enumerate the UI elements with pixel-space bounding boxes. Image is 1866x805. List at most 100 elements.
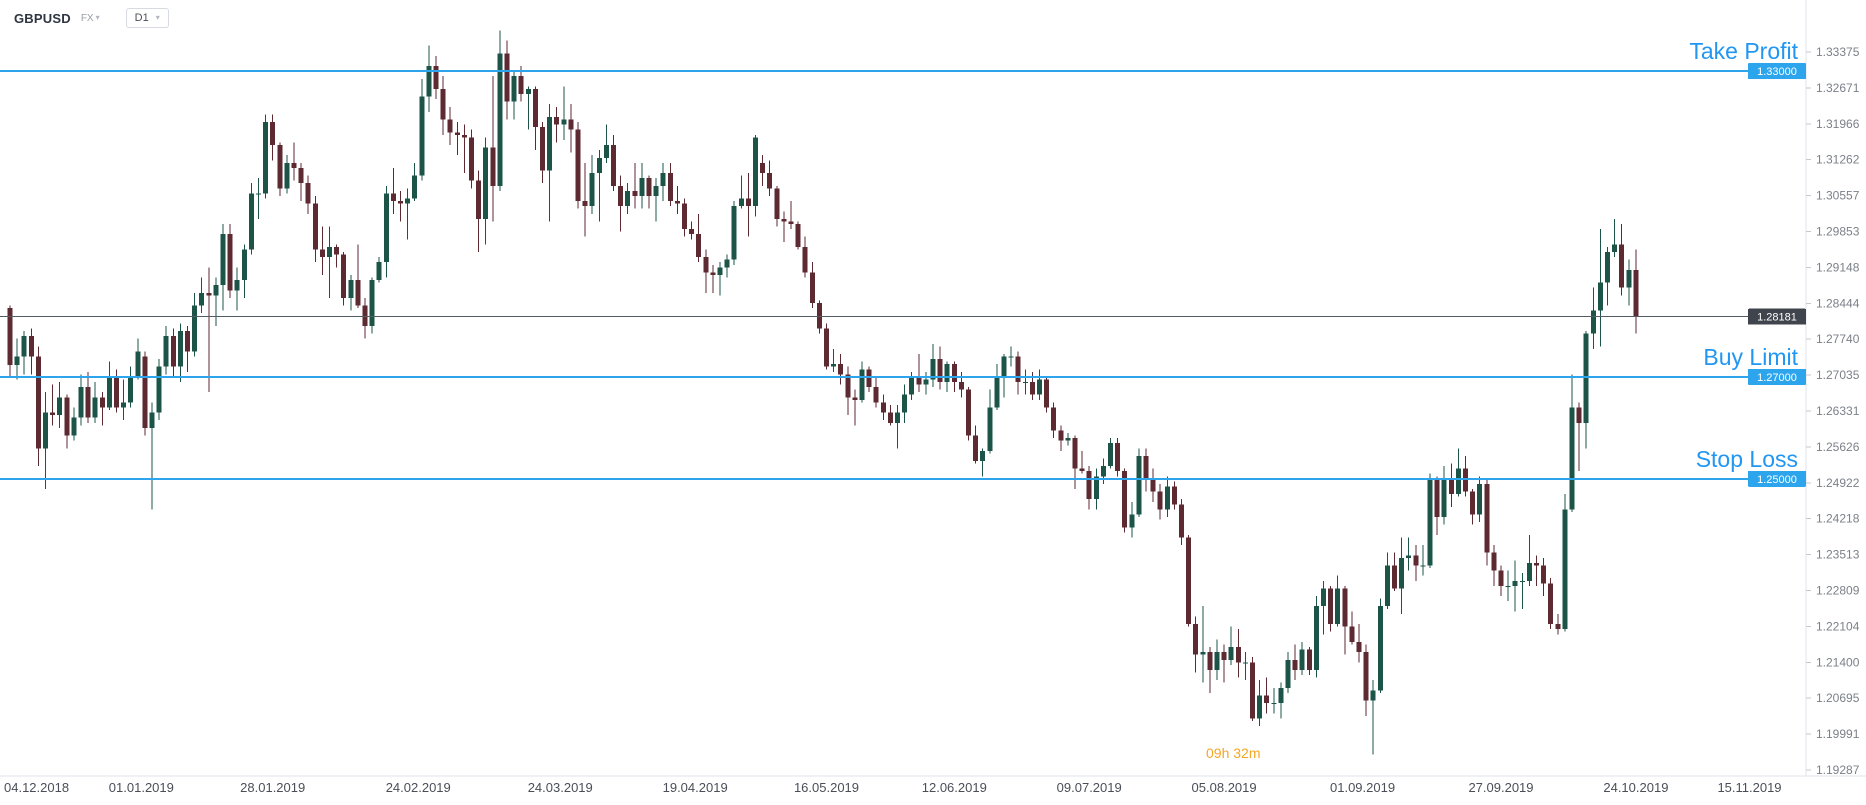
candle-up	[1406, 555, 1412, 558]
candle-down	[1413, 555, 1419, 566]
candle-up	[1335, 588, 1341, 625]
level-label-stop-loss[interactable]: Stop Loss	[1696, 446, 1798, 472]
candle-down	[355, 280, 361, 306]
candle-down	[518, 76, 524, 95]
candle-down	[696, 234, 702, 258]
candle-up	[78, 387, 84, 418]
candle-up	[660, 173, 666, 186]
candle-up	[753, 137, 758, 207]
candle-up	[128, 376, 134, 403]
candle-down	[1619, 244, 1625, 288]
price-axis-label: 1.21400	[1816, 655, 1860, 669]
candle-down	[958, 382, 964, 390]
candle-down	[1306, 649, 1312, 670]
candle-down	[866, 369, 872, 388]
candle-up	[1399, 557, 1405, 589]
candle-up	[135, 351, 141, 377]
candle-down	[802, 246, 808, 273]
time-axis-label: 16.05.2019	[794, 780, 859, 795]
candle-down	[674, 201, 680, 204]
candle-up	[1285, 659, 1291, 688]
time-axis-label: 24.02.2019	[386, 780, 451, 795]
time-axis-label: 15.11.2019	[1717, 780, 1781, 795]
candle-up	[383, 193, 389, 263]
price-axis-label: 1.19991	[1816, 727, 1860, 741]
candle-down	[469, 137, 474, 181]
candle-up	[1512, 580, 1518, 586]
candle-up	[121, 402, 127, 408]
candle-up	[1100, 466, 1106, 477]
candle-up	[497, 53, 503, 186]
candle-down	[227, 234, 233, 291]
candle-down	[788, 221, 794, 225]
candle-up	[241, 249, 247, 281]
candle-down	[1342, 588, 1348, 627]
price-axis-label: 1.31262	[1816, 153, 1860, 167]
price-axis-label: 1.24218	[1816, 512, 1860, 526]
candle-down	[916, 376, 922, 385]
candle-down	[1548, 583, 1554, 625]
candle-down	[795, 224, 801, 247]
symbol-label[interactable]: GBPUSD	[14, 10, 71, 26]
candle-down	[1193, 624, 1199, 655]
candle-down	[1186, 537, 1192, 625]
candle-up	[1384, 565, 1390, 607]
price-axis-label: 1.30557	[1816, 189, 1860, 203]
candle-up	[1562, 509, 1568, 630]
candle-up	[1370, 690, 1376, 701]
candle-up	[419, 96, 425, 176]
candle-up	[1136, 455, 1142, 515]
time-axis-label: 01.01.2019	[109, 780, 174, 795]
candle-up	[412, 175, 418, 199]
candle-down	[142, 356, 148, 428]
candle-down	[454, 132, 460, 135]
candle-down	[646, 178, 652, 196]
candle-up	[1313, 606, 1319, 670]
candle-down	[1058, 430, 1064, 441]
level-label-buy-limit[interactable]: Buy Limit	[1703, 344, 1798, 370]
candle-down	[1484, 483, 1490, 553]
time-axis-label: 09.07.2019	[1057, 780, 1122, 795]
candle-down	[1044, 379, 1050, 408]
candle-up	[731, 206, 737, 260]
last-price-tag	[1748, 308, 1806, 325]
candle-up	[1427, 478, 1433, 566]
candle-up	[1037, 379, 1042, 395]
candle-up	[213, 285, 219, 296]
candle-up	[603, 145, 609, 158]
price-axis-label: 1.27740	[1816, 332, 1860, 346]
candle-down	[689, 229, 695, 235]
candle-down	[1150, 478, 1156, 492]
candle-down	[1015, 356, 1021, 383]
candle-up	[944, 364, 950, 383]
candle-down	[1463, 468, 1468, 492]
candle-up	[1108, 443, 1113, 467]
candle-up	[1001, 356, 1007, 377]
level-label-take-profit[interactable]: Take Profit	[1689, 38, 1798, 64]
candle-up	[1271, 703, 1277, 705]
candle-up	[426, 66, 432, 97]
candle-down	[1122, 471, 1128, 528]
market-selector[interactable]: FX ▾	[81, 13, 100, 24]
candle-up	[1590, 310, 1596, 334]
price-axis-label: 1.31966	[1816, 117, 1860, 131]
candle-down	[185, 331, 190, 352]
candle-down	[1171, 486, 1177, 505]
candle-up	[234, 280, 240, 291]
timeframe-dropdown[interactable]: D1 ▾	[125, 8, 169, 28]
candle-up	[220, 234, 226, 286]
time-axis-label: 19.04.2019	[663, 780, 728, 795]
price-axis-label: 1.22809	[1816, 584, 1860, 598]
chevron-down-icon: ▾	[95, 13, 100, 22]
candle-up	[1299, 649, 1305, 670]
candle-down	[710, 272, 716, 275]
candle-down	[838, 364, 844, 375]
candle-down	[816, 303, 822, 329]
candle-up	[547, 116, 553, 171]
candle-down	[1072, 438, 1078, 469]
candle-up	[192, 305, 198, 352]
candle-up	[724, 259, 730, 268]
candle-down	[824, 328, 829, 367]
price-axis-label: 1.33375	[1816, 45, 1860, 59]
